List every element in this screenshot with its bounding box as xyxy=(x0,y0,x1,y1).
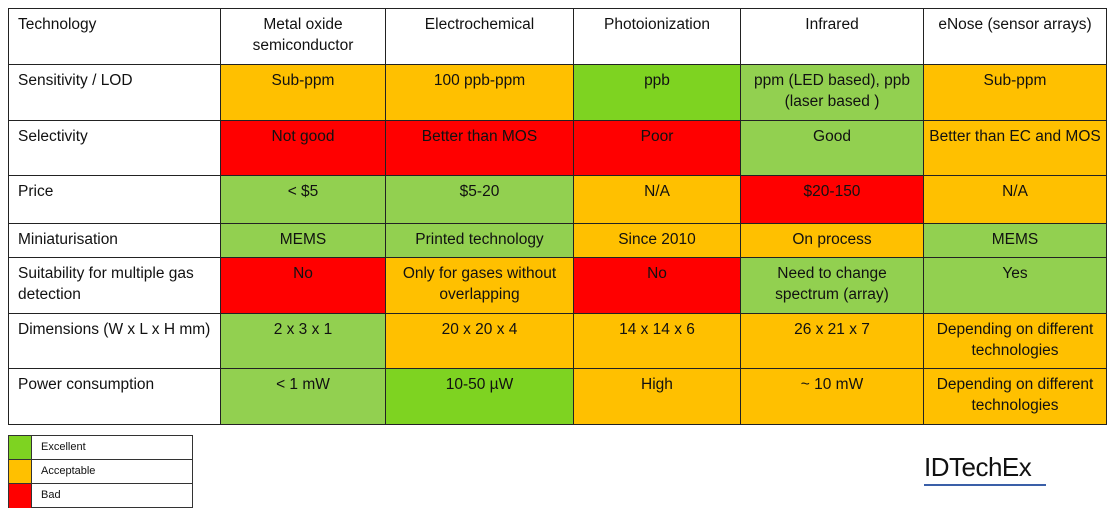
table-cell-excellent: 2 x 3 x 1 xyxy=(220,313,386,369)
table-cell-excellent: Yes xyxy=(923,257,1107,314)
header-photoionization: Photoionization xyxy=(573,8,741,65)
table-row: Sensitivity / LOD Sub-ppm 100 ppb-ppm ppb pp… xyxy=(8,64,1107,121)
table-cell-acceptable: Sub-ppm xyxy=(220,64,386,121)
table-cell-acceptable: Sub-ppm xyxy=(923,64,1107,121)
table-cell-bad: No xyxy=(573,257,741,314)
table-cell-bad: Poor xyxy=(573,120,741,176)
table-cell-excellent: Good xyxy=(740,120,924,176)
table-cell-acceptable: Depending on different technologies xyxy=(923,368,1107,425)
table-row: Selectivity Not good Better than MOS Poor Go… xyxy=(8,120,1107,176)
row-label-selectivity: Selectivity xyxy=(8,120,221,176)
row-label-power-consumption: Power consumption xyxy=(8,368,221,425)
table-cell-acceptable: N/A xyxy=(573,175,741,224)
row-label-sensitivity-lod: Sensitivity / LOD xyxy=(8,64,221,121)
legend-item-bad: Bad xyxy=(9,484,192,508)
legend-swatch xyxy=(9,436,32,459)
idtechex-logo: IDTechEx xyxy=(924,452,1048,488)
header-enose: eNose (sensor arrays) xyxy=(923,8,1107,65)
row-label-dimensions-w-x-l-x-h-mm: Dimensions (W x L x H mm) xyxy=(8,313,221,369)
table-cell-acceptable: 100 ppb-ppm xyxy=(385,64,574,121)
table-cell-excellent-bright: 10-50 µW xyxy=(385,368,574,425)
table-cell-acceptable: Only for gases without overlapping xyxy=(385,257,574,314)
logo-underline xyxy=(924,484,1046,486)
header-electrochemical: Electrochemical xyxy=(385,8,574,65)
comparison-table: Technology Metal oxide semiconductor Ele… xyxy=(8,8,1107,425)
table-cell-excellent: MEMS xyxy=(220,223,386,258)
legend-item-acceptable: Acceptable xyxy=(9,460,192,484)
legend-label: Excellent xyxy=(41,441,86,453)
legend-label: Acceptable xyxy=(41,465,96,477)
table-cell-acceptable: High xyxy=(573,368,741,425)
row-label-miniaturisation: Miniaturisation xyxy=(8,223,221,258)
table-cell-bad: No xyxy=(220,257,386,314)
legend-swatch xyxy=(9,484,32,508)
table-cell-acceptable: 20 x 20 x 4 xyxy=(385,313,574,369)
table-cell-excellent: < 1 mW xyxy=(220,368,386,425)
table-cell-bad: Not good xyxy=(220,120,386,176)
legend-label: Bad xyxy=(41,489,61,501)
row-label-suitability-for-multiple-gas-detection: Suitability for multiple gas detection xyxy=(8,257,221,314)
table-row: Power consumption < 1 mW 10-50 µW High ~ 10 … xyxy=(8,368,1107,425)
header-technology: Technology xyxy=(8,8,221,65)
legend: Excellent Acceptable Bad xyxy=(8,435,193,508)
table-row: Miniaturisation MEMS Printed technology Sin… xyxy=(8,223,1107,258)
table-cell-acceptable: Since 2010 xyxy=(573,223,741,258)
table-cell-excellent: ppm (LED based), ppb (laser based ) xyxy=(740,64,924,121)
table-row: Dimensions (W x L x H mm) 2 x 3 x 1 20 x 2… xyxy=(8,313,1107,369)
table-row: Suitability for multiple gas detection No… xyxy=(8,257,1107,314)
table-cell-acceptable: Depending on different technologies xyxy=(923,313,1107,369)
legend-item-excellent: Excellent xyxy=(9,436,192,460)
header-infrared: Infrared xyxy=(740,8,924,65)
table-cell-excellent: < $5 xyxy=(220,175,386,224)
table-cell-acceptable: ~ 10 mW xyxy=(740,368,924,425)
table-cell-excellent: $5-20 xyxy=(385,175,574,224)
logo-text: IDTechEx xyxy=(924,452,1032,482)
table-cell-excellent-bright: ppb xyxy=(573,64,741,121)
table-cell-excellent: Need to change spectrum (array) xyxy=(740,257,924,314)
table-cell-acceptable: N/A xyxy=(923,175,1107,224)
legend-swatch xyxy=(9,460,32,483)
header-metal-oxide: Metal oxide semiconductor xyxy=(220,8,386,65)
header-row: Technology Metal oxide semiconductor Ele… xyxy=(8,8,1107,65)
table-cell-excellent: MEMS xyxy=(923,223,1107,258)
table-cell-acceptable: On process xyxy=(740,223,924,258)
table-cell-bad: $20-150 xyxy=(740,175,924,224)
row-label-price: Price xyxy=(8,175,221,224)
table-cell-excellent: Printed technology xyxy=(385,223,574,258)
table-cell-acceptable: Better than EC and MOS xyxy=(923,120,1107,176)
table-cell-bad: Better than MOS xyxy=(385,120,574,176)
table-row: Price < $5 $5-20 N/A $20-150 N/A xyxy=(8,175,1107,224)
table-cell-acceptable: 26 x 21 x 7 xyxy=(740,313,924,369)
table-cell-acceptable: 14 x 14 x 6 xyxy=(573,313,741,369)
